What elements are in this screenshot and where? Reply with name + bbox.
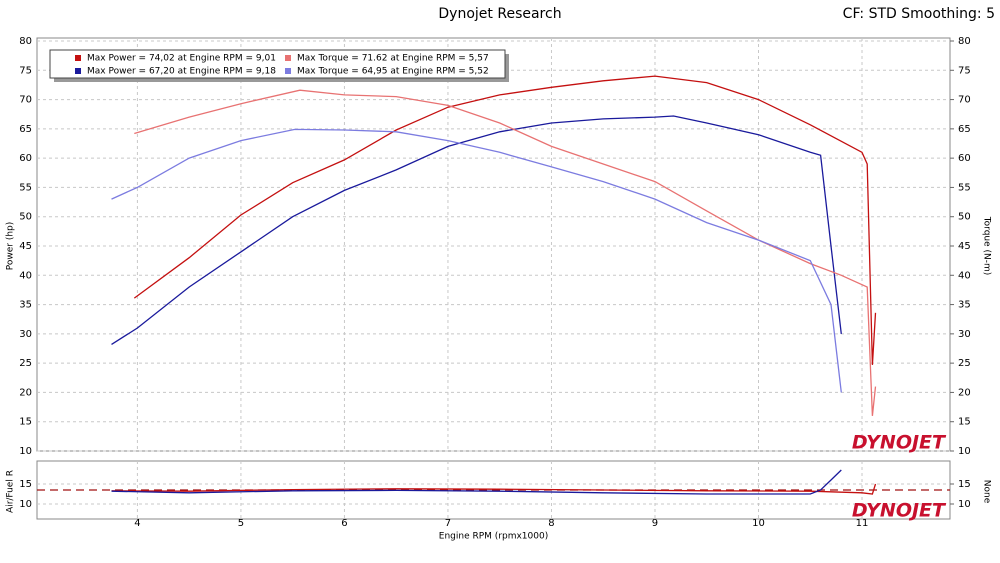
y2-tick-label: 80 xyxy=(958,36,971,47)
x-tick-label: 5 xyxy=(238,518,244,529)
legend-swatch xyxy=(285,68,291,74)
y-tick-label: 45 xyxy=(19,241,32,252)
legend-swatch xyxy=(75,68,81,74)
y-tick-label: 55 xyxy=(19,182,32,193)
y-tick-label: 70 xyxy=(19,95,32,106)
y2-tick-label: 65 xyxy=(958,124,971,135)
x-tick-label: 9 xyxy=(652,518,658,529)
series-line xyxy=(134,89,877,416)
legend-swatch xyxy=(75,55,81,61)
y-tick-label: 80 xyxy=(19,36,32,47)
y2-tick-label: 10 xyxy=(958,446,971,457)
y-tick-label: 10 xyxy=(19,446,32,457)
y2-tick-label: 70 xyxy=(958,95,971,106)
y-tick-label: 15 xyxy=(19,417,32,428)
y2-tick-label: 20 xyxy=(958,387,971,398)
x-tick-label: 10 xyxy=(752,518,765,529)
series-line xyxy=(111,469,842,495)
y-tick-label: 75 xyxy=(19,65,32,76)
chart-subtitle: CF: STD Smoothing: 5 xyxy=(843,6,995,22)
logo: DYNOJET xyxy=(852,432,947,454)
y-tick-label: 15 xyxy=(19,479,32,490)
logo: DYNOJET xyxy=(852,500,947,522)
series-line xyxy=(111,483,877,495)
y2-tick-label: 75 xyxy=(958,65,971,76)
legend-label: Max Torque = 71.62 at Engine RPM = 5,57 xyxy=(297,54,489,64)
y2-tick-label: 15 xyxy=(958,479,971,490)
y2-tick-label: 15 xyxy=(958,417,971,428)
y-tick-label: 65 xyxy=(19,124,32,135)
y-tick-label: 20 xyxy=(19,387,32,398)
y2-tick-label: 50 xyxy=(958,212,971,223)
y2-tick-label: 55 xyxy=(958,182,971,193)
y-tick-label: 35 xyxy=(19,300,32,311)
y-tick-label: 60 xyxy=(19,153,32,164)
x-tick-label: 4 xyxy=(134,518,140,529)
x-axis-label: Engine RPM (rpmx1000) xyxy=(439,532,548,542)
y2-tick-label: 35 xyxy=(958,300,971,311)
chart-title: Dynojet Research xyxy=(438,6,561,22)
x-tick-label: 11 xyxy=(856,518,869,529)
series-line xyxy=(111,128,842,393)
y2-tick-label: 40 xyxy=(958,270,971,281)
y-tick-label: 30 xyxy=(19,329,32,340)
legend xyxy=(49,49,506,79)
legend-swatch xyxy=(285,55,291,61)
y2-tick-label: 25 xyxy=(958,358,971,369)
y2-tick-label: 60 xyxy=(958,153,971,164)
legend-label: Max Torque = 64,95 at Engine RPM = 5,52 xyxy=(297,67,489,77)
series-line xyxy=(133,75,877,365)
y-tick-label: 50 xyxy=(19,212,32,223)
legend-label: Max Power = 74,02 at Engine RPM = 9,01 xyxy=(87,54,276,64)
y-tick-label: 10 xyxy=(19,499,32,510)
y2-tick-label: 45 xyxy=(958,241,971,252)
x-tick-label: 6 xyxy=(341,518,347,529)
y2-axis-label: Torque (N-m) xyxy=(982,216,992,276)
y2-axis-label: None xyxy=(982,480,992,504)
y2-tick-label: 30 xyxy=(958,329,971,340)
plot-area xyxy=(36,37,951,452)
series-line xyxy=(111,115,842,345)
y-tick-label: 40 xyxy=(19,270,32,281)
y-axis-label: Air/Fuel R xyxy=(6,470,16,513)
x-tick-label: 8 xyxy=(548,518,554,529)
legend-label: Max Power = 67,20 at Engine RPM = 9,18 xyxy=(87,67,276,77)
y2-tick-label: 10 xyxy=(958,499,971,510)
x-tick-label: 7 xyxy=(445,518,451,529)
y-axis-label: Power (hp) xyxy=(6,222,16,271)
y-tick-label: 25 xyxy=(19,358,32,369)
